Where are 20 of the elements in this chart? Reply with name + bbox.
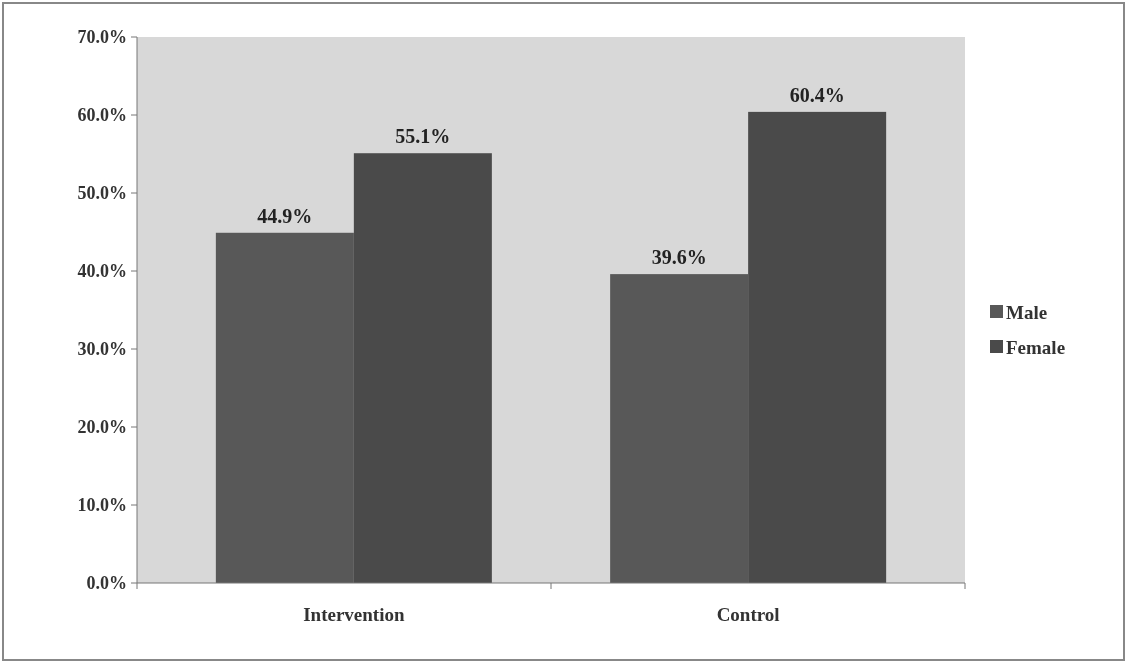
legend-label: Male [1006,301,1048,323]
data-label: 39.6% [651,246,707,269]
y-tick-label: 40.0% [77,261,127,282]
data-label: 55.1% [395,125,451,148]
y-tick-label: 10.0% [77,495,127,516]
bar [215,232,354,583]
y-tick-label: 50.0% [77,183,127,204]
legend-label: Female [1006,336,1066,358]
bar [748,111,887,583]
y-tick-label: 70.0% [77,27,127,48]
bar [610,274,749,583]
y-tick-label: 20.0% [77,417,127,438]
y-tick-label: 60.0% [77,105,127,126]
x-tick-label: Intervention [303,604,405,625]
data-label: 60.4% [789,83,845,106]
y-tick-label: 0.0% [86,573,127,594]
y-tick-label: 30.0% [77,339,127,360]
data-label: 44.9% [257,204,313,227]
bar [353,153,492,583]
x-tick-label: Control [716,604,780,625]
